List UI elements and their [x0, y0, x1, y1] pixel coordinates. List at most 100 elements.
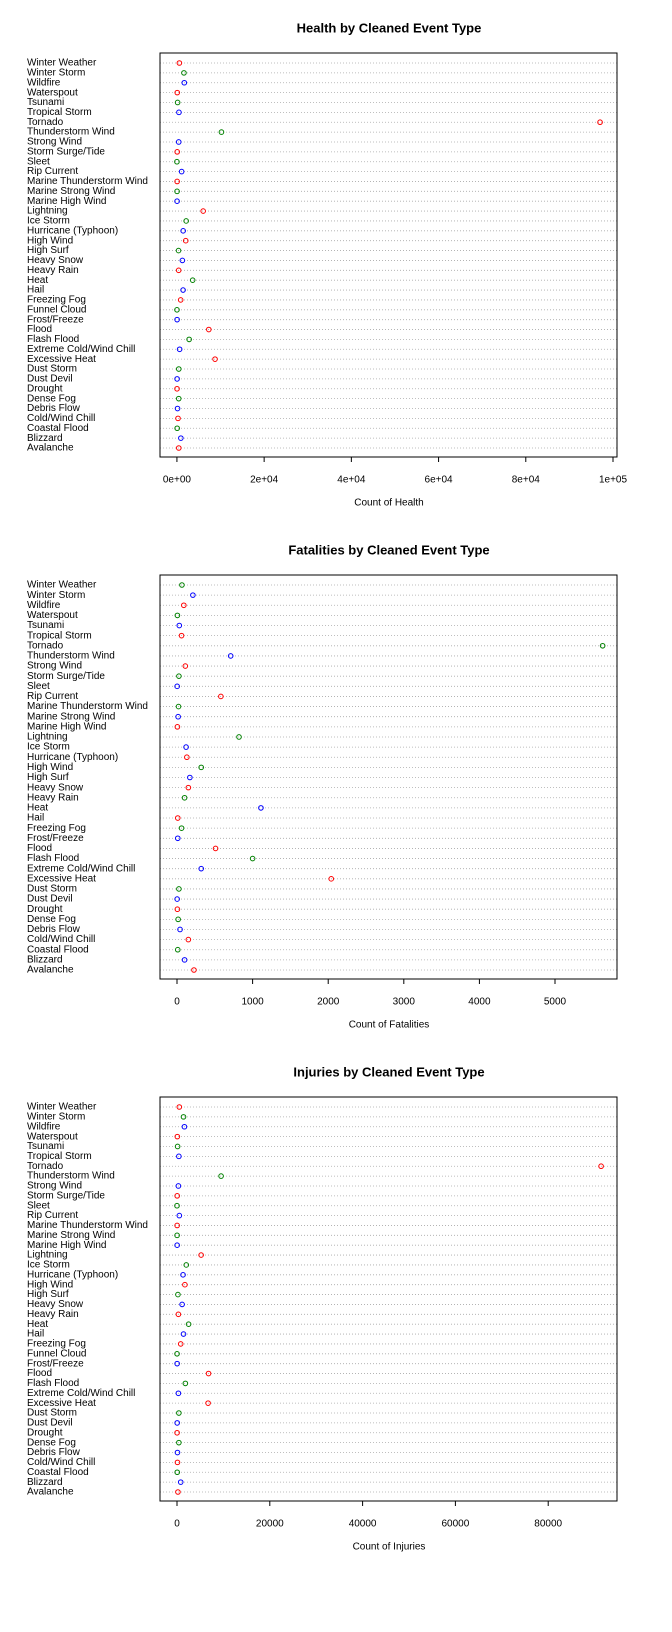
category-label: High Wind — [27, 1279, 73, 1290]
dot — [176, 1410, 182, 1416]
x-tick-label: 3000 — [393, 997, 416, 1008]
dot — [189, 277, 196, 283]
category-label: Thunderstorm Wind — [27, 1171, 115, 1182]
dot — [174, 835, 181, 842]
chart-title: Health by Cleaned Event Type — [297, 20, 482, 35]
dot — [179, 582, 185, 588]
category-label: Avalanche — [27, 443, 74, 454]
category-label: Tornado — [27, 1161, 64, 1172]
category-label: Coastal Flood — [27, 1467, 89, 1478]
dot — [174, 896, 180, 902]
dot — [174, 906, 181, 913]
category-label: Debris Flow — [27, 1447, 81, 1458]
dot — [180, 1331, 187, 1337]
category-label: Sleet — [27, 156, 50, 167]
category-label: Marine Strong Wind — [27, 1230, 115, 1241]
category-label: Rip Current — [27, 691, 78, 702]
dot — [184, 754, 190, 761]
dot — [175, 445, 182, 451]
category-label: Winter Storm — [27, 1112, 85, 1123]
dot — [236, 734, 242, 740]
dot — [174, 316, 180, 323]
dot — [179, 1301, 185, 1308]
dot — [174, 612, 181, 619]
dot — [328, 876, 335, 882]
category-label: Ice Storm — [27, 216, 70, 227]
category-label: Tropical Storm — [27, 1151, 92, 1162]
category-label: Blizzard — [27, 1477, 63, 1488]
dot — [175, 1489, 181, 1495]
category-label: High Surf — [27, 1289, 69, 1300]
category-label: Flood — [27, 1368, 52, 1379]
dot — [175, 247, 182, 254]
category-label: Heat — [27, 803, 48, 814]
category-label: Ice Storm — [27, 742, 70, 753]
dot — [183, 1262, 190, 1268]
dot — [181, 794, 188, 801]
category-label: Marine High Wind — [27, 1240, 106, 1251]
category-label: Blizzard — [27, 955, 63, 966]
dot — [176, 1104, 183, 1110]
category-label: Flash Flood — [27, 334, 79, 345]
category-label: Extreme Cold/Wind Chill — [27, 863, 135, 874]
category-label: Storm Surge/Tide — [27, 671, 105, 682]
x-axis-label: Count of Injuries — [353, 1542, 426, 1553]
dot — [190, 592, 196, 598]
dot — [180, 1272, 186, 1278]
dot — [198, 1252, 204, 1258]
dot — [183, 744, 189, 750]
category-label: High Surf — [27, 772, 69, 783]
category-label: Rip Current — [27, 1210, 78, 1221]
category-label: Heat — [27, 1319, 48, 1330]
dot — [187, 774, 193, 781]
dot — [175, 1311, 182, 1318]
category-label: Waterspout — [27, 87, 78, 98]
x-tick-label: 2000 — [317, 997, 340, 1008]
category-label: Cold/Wind Chill — [27, 934, 95, 945]
dot — [174, 198, 180, 205]
x-tick-label: 40000 — [349, 1519, 377, 1530]
dot — [175, 713, 181, 720]
dot — [258, 805, 264, 811]
dot — [174, 1360, 180, 1367]
category-label: Cold/Wind Chill — [27, 1457, 95, 1468]
category-label: Extreme Cold/Wind Chill — [27, 344, 135, 355]
dot — [174, 149, 181, 155]
dot — [174, 946, 181, 953]
category-label: Dust Devil — [27, 894, 73, 905]
dot — [174, 1222, 180, 1229]
category-label: Winter Weather — [27, 58, 97, 69]
dot — [175, 703, 182, 710]
dot — [178, 435, 184, 441]
dot — [176, 346, 183, 353]
dot — [177, 926, 183, 933]
category-label: Hurricane (Typhoon) — [27, 752, 118, 763]
category-label: Blizzard — [27, 433, 63, 444]
dot — [181, 957, 188, 963]
category-label: Tsunami — [27, 620, 64, 631]
category-label: Tropical Storm — [27, 630, 92, 641]
category-label: Freezing Fog — [27, 295, 86, 306]
dot — [175, 1390, 182, 1397]
chart-title: Fatalities by Cleaned Event Type — [288, 542, 489, 557]
dot — [174, 1202, 180, 1209]
category-label: High Surf — [27, 245, 69, 256]
dot — [174, 425, 180, 432]
dot — [174, 376, 180, 382]
dot — [200, 208, 206, 214]
category-label: Tsunami — [27, 97, 64, 108]
category-label: Dust Storm — [27, 1408, 77, 1419]
x-axis-label: Count of Health — [354, 498, 424, 509]
dot — [174, 1449, 181, 1456]
dot — [175, 139, 182, 145]
dot — [174, 1133, 181, 1140]
category-label: Marine Thunderstorm Wind — [27, 1220, 148, 1231]
dot — [174, 1242, 180, 1249]
x-tick-label: 0 — [174, 997, 180, 1008]
category-label: Hurricane (Typhoon) — [27, 225, 118, 236]
x-tick-label: 8e+04 — [512, 475, 541, 486]
dot — [176, 60, 183, 66]
dot — [176, 1439, 182, 1446]
dot — [212, 356, 218, 362]
